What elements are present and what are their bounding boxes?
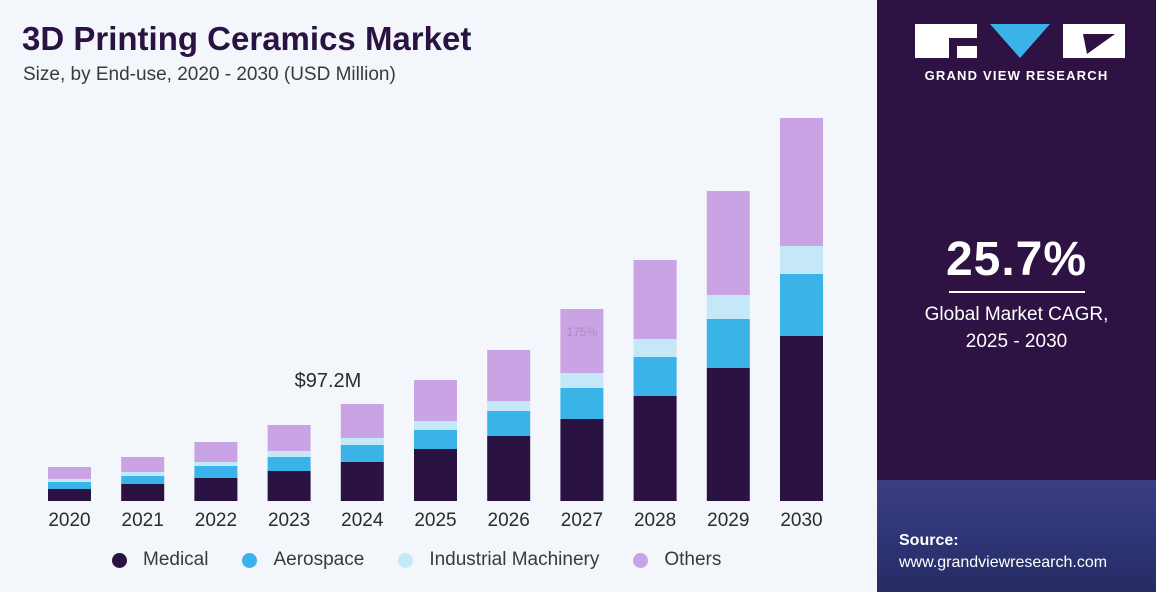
bar-2022-industrial-machinery — [194, 462, 238, 466]
bar-2021-others — [121, 457, 165, 472]
bar-2028-medical — [633, 396, 677, 501]
chart-panel: 3D Printing Ceramics Market Size, by End… — [0, 0, 877, 592]
cagr-divider — [949, 291, 1085, 293]
bar-2022-medical — [194, 478, 238, 501]
cagr-label-line1: Global Market CAGR, — [924, 304, 1109, 325]
bar-2026-medical — [487, 436, 531, 501]
source-label: Source: — [899, 532, 959, 549]
legend-label: Others — [664, 549, 722, 570]
bar-2023-medical — [267, 471, 311, 501]
legend-item: Others — [633, 549, 721, 571]
bar-2026-aerospace — [487, 411, 531, 436]
bar-2027-medical — [560, 419, 604, 501]
bar-2022-others — [194, 442, 238, 462]
grand-view-research-logo — [915, 24, 1125, 58]
x-tick-label: 2026 — [488, 510, 530, 531]
bar-2021-medical — [121, 484, 165, 501]
bar-2028-others — [633, 260, 677, 339]
bar-2023-industrial-machinery — [267, 451, 311, 457]
bar-2025-aerospace — [414, 430, 457, 449]
bar-2029-aerospace — [706, 319, 750, 368]
legend-item: Aerospace — [242, 549, 364, 571]
bar-2027-industrial-machinery — [560, 373, 604, 388]
bar-2029-others — [706, 191, 750, 295]
bar-2030-others — [780, 118, 823, 246]
bar-2021-aerospace — [121, 476, 165, 484]
bar-2025-medical — [414, 449, 457, 501]
legend-swatch — [633, 552, 649, 568]
stacked-bar-chart: 2020 2021 2022 2023 2024 2025 2026 2027 2028 2029… — [48, 118, 823, 531]
x-tick-label: 2029 — [707, 510, 749, 531]
chart-subtitle: Size, by End-use, 2020 - 2030 (USD Milli… — [23, 64, 396, 85]
legend-item: Industrial Machinery — [398, 549, 599, 571]
bar-2020-others — [48, 467, 91, 479]
x-tick-label: 2030 — [780, 510, 822, 531]
cagr-label-line2: 2025 - 2030 — [965, 331, 1068, 352]
x-tick-label: 2027 — [561, 510, 603, 531]
bar-2020-aerospace — [48, 482, 91, 489]
legend-item: Medical — [112, 549, 208, 571]
x-tick-label: 2021 — [122, 510, 164, 531]
x-tick-label: 2022 — [195, 510, 237, 531]
legend-swatch — [398, 552, 414, 568]
bar-2024-others — [340, 404, 384, 438]
legend-label: Medical — [143, 549, 209, 570]
bar-2023-aerospace — [267, 457, 311, 471]
sidebar-bottom-band — [877, 480, 1156, 592]
bar-2026-industrial-machinery — [487, 401, 531, 411]
sidebar-panel: GRAND VIEW RESEARCH 25.7% Global Market … — [877, 0, 1156, 592]
cagr-value: 25.7% — [945, 233, 1088, 286]
bar-2024-medical — [340, 462, 384, 501]
x-tick-label: 2020 — [48, 510, 90, 531]
chart-legend: Medical Aerospace Industrial Machinery Othe… — [112, 549, 755, 571]
source-url[interactable]: www.grandviewresearch.com — [899, 554, 1108, 571]
bar-2028-industrial-machinery — [633, 339, 677, 357]
bar-2021-industrial-machinery — [121, 472, 165, 476]
bar-2030-industrial-machinery — [780, 246, 823, 274]
bar-2030-aerospace — [780, 274, 823, 336]
legend-swatch — [112, 552, 127, 568]
legend-swatch — [242, 552, 258, 568]
bar-2030-medical — [780, 336, 823, 501]
bar-2027-others — [560, 309, 604, 373]
bar-2026-others — [487, 350, 531, 401]
annotation-label: $97.2M — [295, 370, 362, 392]
bar-2028-aerospace — [633, 357, 677, 396]
bar-2025-industrial-machinery — [414, 421, 457, 430]
legend-label: Industrial Machinery — [429, 549, 600, 570]
bar-2020-medical — [48, 489, 91, 501]
bar-2023-others — [267, 425, 311, 451]
bar-2024-industrial-machinery — [340, 438, 384, 445]
bar-2027-aerospace — [560, 388, 604, 419]
x-tick-label: 2024 — [341, 510, 384, 531]
bar-2022-aerospace — [194, 466, 238, 478]
bar-2024-aerospace — [340, 445, 384, 462]
bar-2029-industrial-machinery — [706, 295, 750, 319]
cagr-label: Global Market CAGR, 2025 - 2030 — [877, 301, 1156, 355]
bar-2029-medical — [706, 368, 750, 501]
annotation-label: 175% — [567, 325, 598, 339]
bar-2020-industrial-machinery — [48, 479, 91, 482]
x-tick-label: 2028 — [634, 510, 676, 531]
x-tick-label: 2023 — [268, 510, 310, 531]
x-tick-label: 2025 — [414, 510, 456, 531]
bar-2025-others — [414, 380, 457, 421]
legend-label: Aerospace — [273, 549, 365, 570]
brand-text: GRAND VIEW RESEARCH — [924, 68, 1109, 83]
chart-title: 3D Printing Ceramics Market — [22, 20, 472, 57]
